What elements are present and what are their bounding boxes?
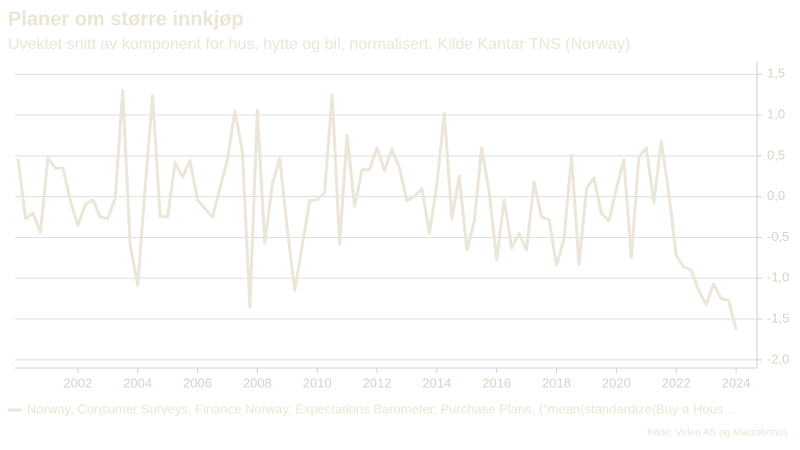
y-tick-label: 0,5 <box>767 147 785 162</box>
x-tick-label: 2006 <box>183 375 212 390</box>
source: Kilde: Viden AS og Macrobonds <box>648 428 788 439</box>
x-tick-label: 2014 <box>422 375 451 390</box>
chart-title: Planer om større innkjøp <box>8 8 244 30</box>
x-tick-label: 2016 <box>482 375 511 390</box>
chart-subtitle: Uvektet snitt av komponent for hus, hytt… <box>8 36 630 53</box>
y-tick-label: 0,0 <box>767 188 785 203</box>
line-series <box>16 89 738 330</box>
x-tick-label: 2008 <box>243 375 272 390</box>
x-tick-label: 2022 <box>662 375 691 390</box>
x-tick-label: 2018 <box>542 375 571 390</box>
y-tick-label: -0,5 <box>767 229 789 244</box>
legend-label: Norway, Consumer Surveys, Finance Norway… <box>27 401 736 416</box>
x-tick-label: 2020 <box>602 375 631 390</box>
y-tick-label: -1,0 <box>767 270 789 285</box>
x-tick-label: 2002 <box>63 375 92 390</box>
y-tick-label: -1,5 <box>767 310 789 325</box>
x-tick-label: 2024 <box>722 375 751 390</box>
x-tick-label: 2012 <box>363 375 392 390</box>
x-tick-label: 2010 <box>303 375 332 390</box>
y-tick-label: 1,5 <box>767 66 785 81</box>
y-tick-label: -2,0 <box>767 351 789 366</box>
x-tick-label: 2004 <box>123 375 152 390</box>
y-tick-label: 1,0 <box>767 106 785 121</box>
